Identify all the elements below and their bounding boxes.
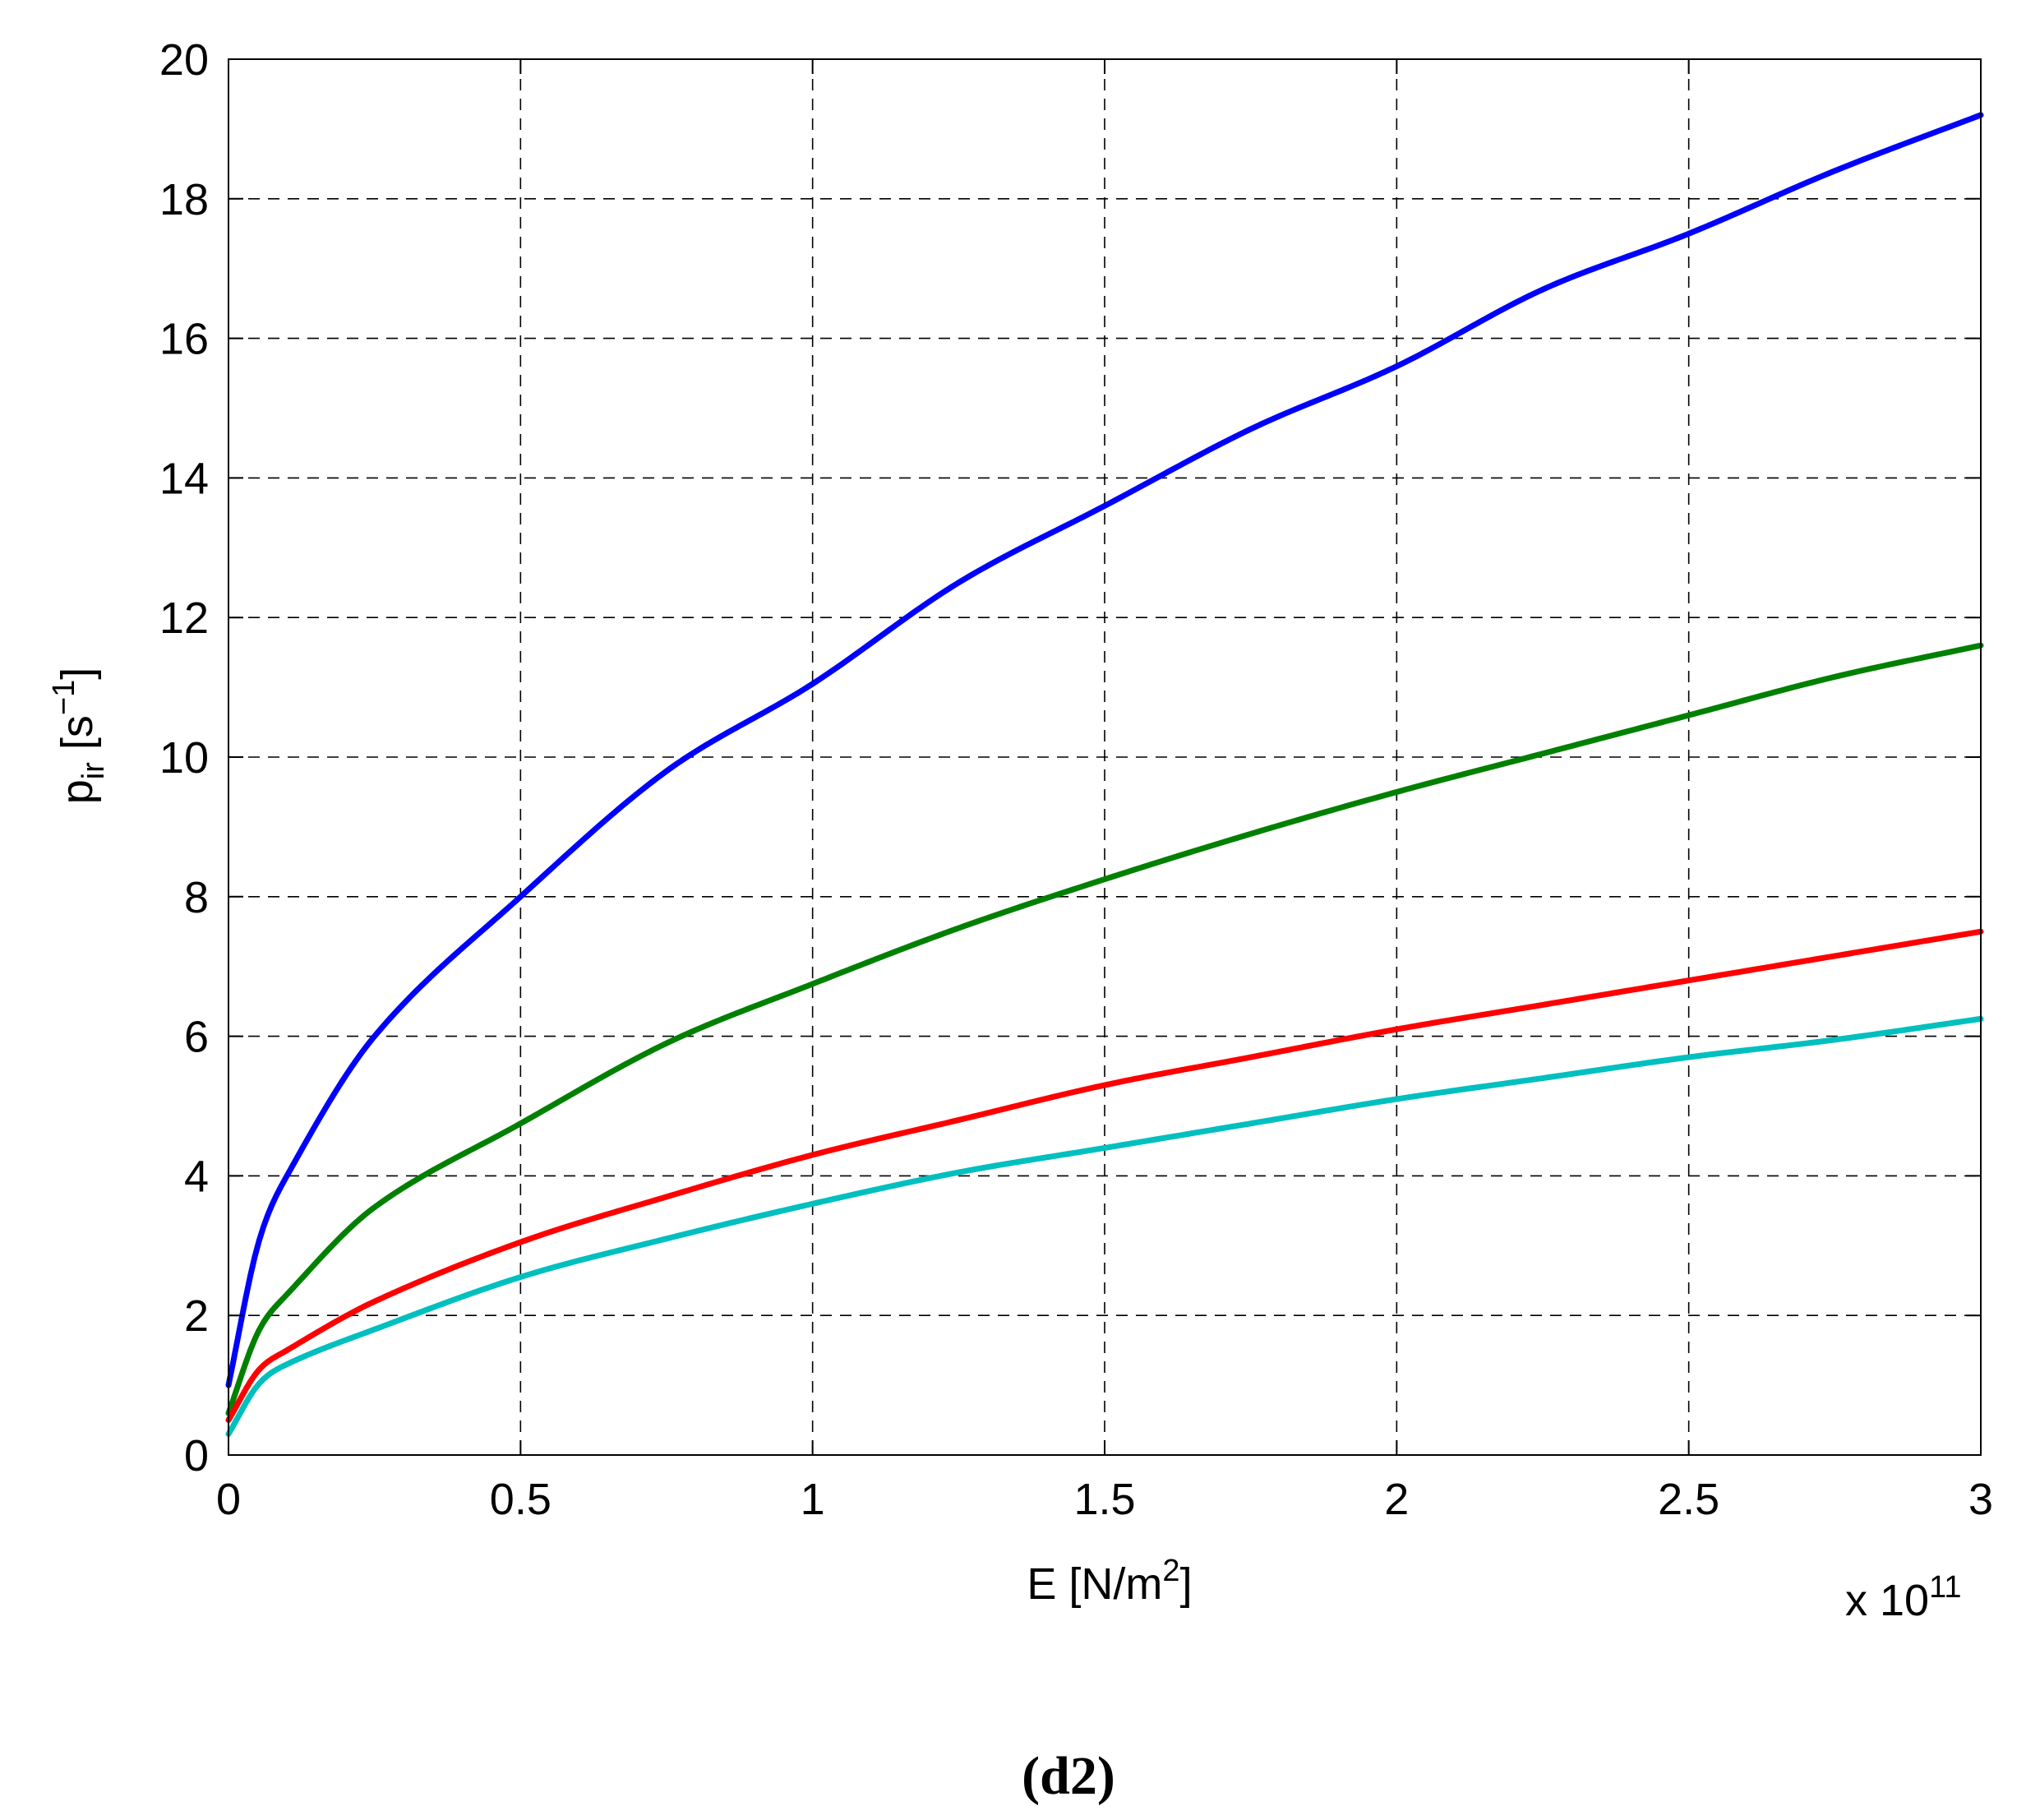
series-layer (225, 112, 1984, 1438)
y-tick-label: 2 (184, 1291, 209, 1341)
x-axis: 0 0.5 1 1.5 2 2.5 3 (216, 59, 1993, 1524)
y-tick-label: 14 (159, 454, 209, 503)
x-tick-label: 3 (1968, 1475, 1993, 1524)
y-axis-label: pir [s−1] (47, 667, 111, 805)
y-axis: 0 2 4 6 8 10 12 14 16 18 20 (159, 35, 1981, 1480)
y-tick-label: 8 (184, 873, 209, 922)
series-line-3 (225, 928, 1984, 1424)
x-tick-label: 0 (216, 1475, 241, 1524)
x-tick-label: 1.5 (1073, 1475, 1135, 1524)
y-tick-label: 4 (184, 1152, 209, 1201)
y-tick-label: 20 (159, 35, 209, 85)
x-axis-multiplier: x 1011 (1845, 1570, 1962, 1625)
y-tick-label: 12 (159, 594, 209, 643)
y-tick-label: 18 (159, 175, 209, 224)
y-tick-label: 0 (184, 1431, 209, 1480)
x-tick-label: 1 (801, 1475, 825, 1524)
grid-lines (228, 59, 1981, 1455)
x-tick-label: 2.5 (1658, 1475, 1719, 1524)
y-tick-label: 10 (159, 733, 209, 783)
series-line-1 (225, 112, 1984, 1388)
series-line-4 (225, 1015, 1984, 1438)
series-line-2 (225, 642, 1984, 1416)
x-axis-label: E [N/m2] (1027, 1554, 1192, 1609)
y-tick-label: 6 (184, 1013, 209, 1062)
y-tick-label: 16 (159, 315, 209, 364)
x-tick-label: 2 (1384, 1475, 1409, 1524)
figure-caption: (d2) (1022, 1746, 1115, 1806)
x-tick-label: 0.5 (490, 1475, 551, 1524)
